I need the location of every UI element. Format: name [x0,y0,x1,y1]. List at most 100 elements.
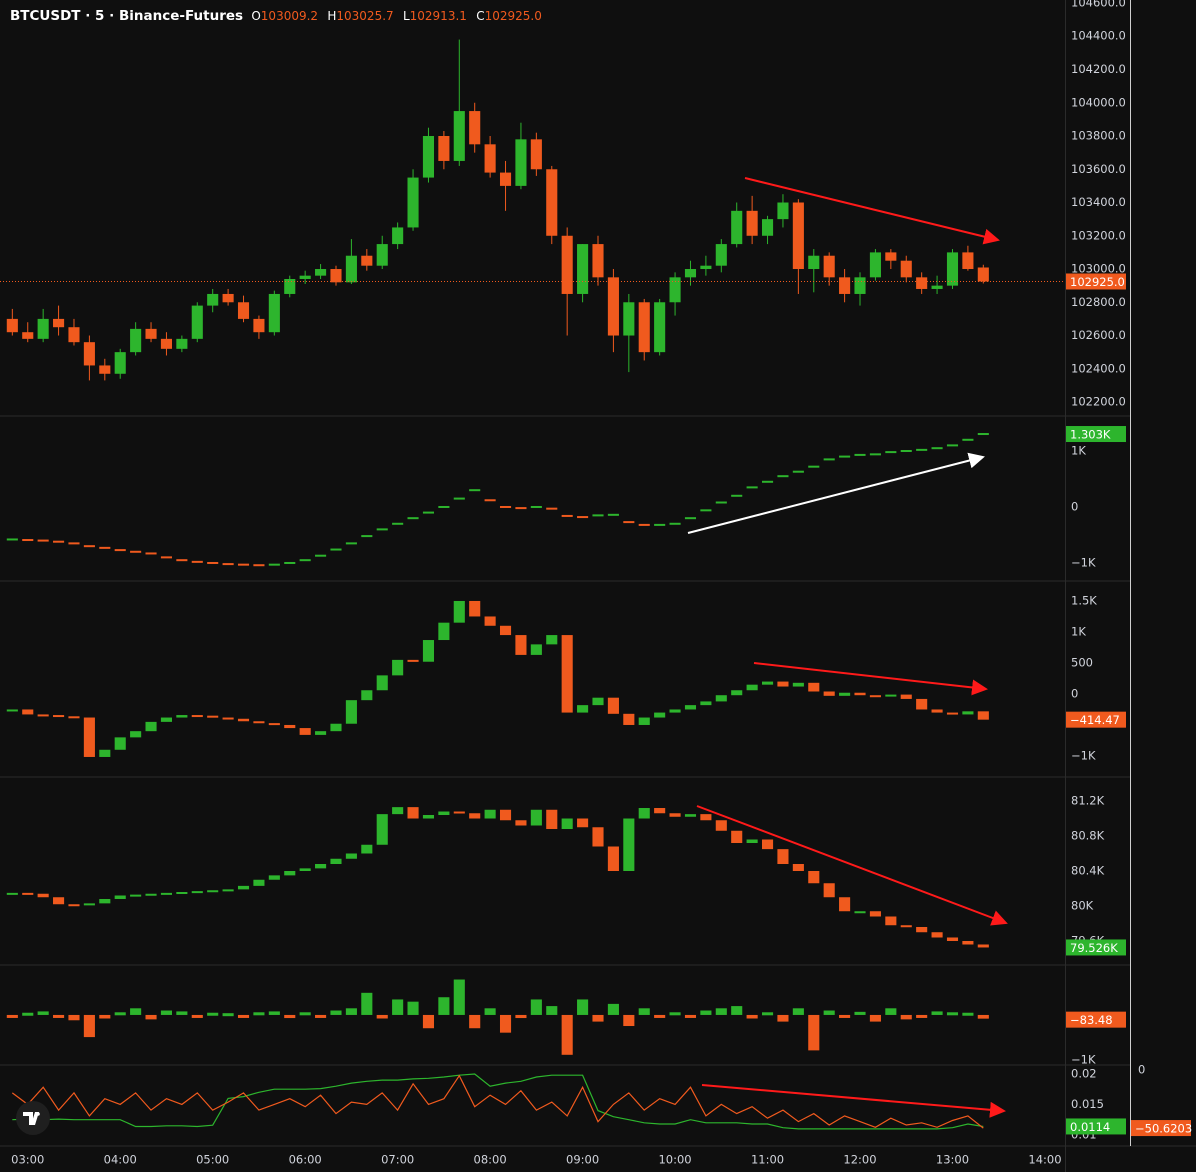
candle-body [438,136,450,161]
value-block [715,820,727,831]
ohlc-value: 102925.0 [485,9,542,23]
value-block [792,682,804,687]
bar [53,1014,65,1018]
bar [191,1014,203,1018]
value-block [638,717,650,725]
value-block [361,844,373,854]
pane [6,433,989,567]
value-block [315,864,327,869]
ohlc-key: C [476,9,484,23]
bar [6,1014,18,1018]
bar [361,992,373,1015]
value-block [746,684,758,691]
value-block [499,809,512,821]
bar [392,999,404,1015]
pane [6,39,989,381]
y-tick-label: −1K [1071,748,1096,762]
bar [407,1001,419,1015]
value-block [607,697,619,714]
value-block [515,635,527,655]
bar [330,1010,342,1015]
value-block [361,690,373,701]
candle-body [6,318,18,333]
value-block [176,891,188,894]
y-tick-label: 1K [1071,443,1086,457]
value-block [330,858,342,865]
bar [854,1011,866,1015]
y-tick-label: 102200.0 [1071,395,1126,409]
value-block [669,813,681,817]
x-tick-label: 14:00 [1028,1153,1061,1167]
bar [823,1010,835,1015]
candle-body [885,252,897,261]
value-block [176,715,188,718]
bar [83,1014,95,1038]
bar [546,1006,558,1015]
y2-tick-label: 0 [1138,1063,1145,1077]
candle-body [83,342,95,366]
value-block [577,705,589,713]
bar [299,1012,311,1016]
candle-body [130,328,142,353]
candle-body [160,338,173,349]
bar [592,1014,604,1022]
value-block [130,894,142,897]
value-block [530,644,542,655]
y-tick-label: 103600.0 [1071,162,1126,176]
y-tick-label: 80.8K [1071,829,1105,843]
bar [315,1014,327,1018]
value-block [345,853,357,859]
bar [700,1010,712,1015]
candle-body [422,136,435,178]
value-block [638,808,650,819]
value-block [623,713,635,725]
value-block [900,694,912,699]
value-block [268,723,280,726]
value-block [22,709,34,715]
candle-body [253,318,265,333]
x-tick-label: 08:00 [474,1153,507,1167]
trend-arrow [701,1084,1006,1118]
bar [345,1008,357,1015]
candle-body [977,267,989,282]
bar [715,1008,727,1015]
x-tick-label: 07:00 [381,1153,414,1167]
y-tick-label: 103200.0 [1071,228,1126,242]
bar [237,1014,250,1018]
pane [11,1073,984,1130]
value-block [407,659,419,662]
value-block [839,897,851,912]
ohlc-value: 103025.7 [336,9,393,23]
x-tick-label: 10:00 [658,1153,691,1167]
y-tick-label: 103800.0 [1071,129,1126,143]
bar [530,999,542,1015]
price-tag [1066,1118,1126,1135]
value-block [253,879,265,886]
value-block [700,701,712,706]
value-block [469,813,481,819]
value-block [191,715,203,718]
value-block [731,830,743,844]
candle-body [715,244,727,266]
candle-body [222,293,234,303]
value-block [438,622,450,641]
candle-body [839,277,851,294]
bar [284,1014,296,1019]
candle-body [22,332,34,339]
candle-body [268,293,280,333]
value-block [808,682,820,692]
y-tick-label: 0.015 [1071,1097,1104,1111]
bar [268,1011,280,1015]
candle-body [469,111,481,145]
candle-body [345,255,357,283]
value-block [916,926,928,933]
y-tick-label: −1K [1071,1053,1096,1067]
value-block [114,895,126,899]
candle-body [515,139,527,186]
trend-arrow [744,177,1000,245]
ohlc-key: O [251,9,260,23]
x-tick-label: 13:00 [936,1153,969,1167]
bar [22,1012,34,1016]
